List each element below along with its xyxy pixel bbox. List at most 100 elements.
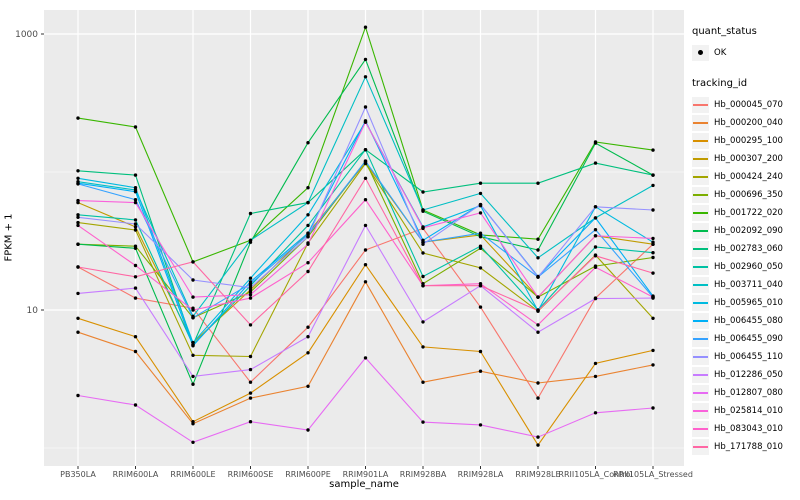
x-tick-label: RRIM600LE (170, 470, 215, 479)
data-point (76, 265, 80, 269)
x-axis-title: sample_name (329, 479, 399, 490)
legend-item-label: Hb_006455_080 (714, 315, 783, 326)
data-point (478, 369, 483, 373)
data-point (248, 380, 253, 384)
data-point (191, 278, 195, 282)
data-point (191, 344, 195, 348)
x-tick-label: RRIM600LA (113, 470, 159, 479)
data-point (421, 320, 425, 324)
x-tick-label: RRII105LA_Control (558, 470, 632, 479)
legend-tracking-title: tracking_id (692, 78, 748, 89)
y-tick-label: 10 (27, 306, 39, 316)
data-point (421, 190, 425, 194)
data-point (76, 213, 80, 217)
data-point (133, 225, 138, 229)
data-point (306, 223, 310, 228)
data-point (191, 295, 195, 299)
data-point (363, 57, 368, 62)
x-tick-label: PB350LA (60, 470, 96, 479)
x-tick-label: RRIM600SE (228, 470, 274, 479)
data-point (536, 381, 540, 385)
legend-item: Hb_171788_010 (692, 438, 798, 455)
legend-item-label: Hb_000696_350 (714, 189, 783, 200)
x-tick-label: RRIM901LA (343, 470, 389, 479)
data-point (421, 251, 425, 255)
data-point (191, 308, 195, 312)
series-color-key-icon (692, 204, 709, 221)
data-point (191, 382, 195, 386)
legend-item: Hb_002092_090 (692, 222, 798, 239)
legend-item: Hb_003711_040 (692, 276, 798, 293)
data-point (536, 323, 540, 327)
data-point (306, 261, 310, 265)
data-point (133, 263, 138, 268)
legend-item-label: Hb_006455_090 (714, 333, 783, 344)
y-tick-label: 1000 (15, 30, 38, 40)
data-point (76, 176, 80, 180)
data-point (363, 161, 368, 166)
data-point (593, 361, 598, 366)
data-point (536, 443, 540, 447)
data-point (363, 198, 368, 202)
legend-item-label: Hb_000307_200 (714, 153, 783, 164)
series-color-key-icon (692, 402, 709, 419)
legend: quant_status OK tracking_id Hb_000045_07… (692, 26, 798, 456)
data-point (593, 296, 598, 301)
data-point (651, 251, 655, 255)
legend-item-label: Hb_001722_020 (714, 207, 783, 218)
data-point (536, 330, 540, 334)
data-point (76, 220, 80, 225)
series-color-key-icon (692, 366, 709, 383)
data-point (306, 235, 310, 239)
data-point (651, 240, 655, 244)
data-point (651, 208, 655, 212)
data-point (248, 276, 253, 280)
data-point (306, 269, 310, 274)
legend-item-label: Hb_012286_050 (714, 369, 783, 380)
data-point (191, 340, 195, 345)
x-tick-label: RRIM928LA (458, 470, 504, 479)
legend-item-label: Hb_006455_110 (714, 351, 783, 362)
plot-panel (44, 10, 684, 466)
data-point (363, 280, 368, 284)
data-point (133, 349, 138, 354)
legend-item: Hb_005965_010 (692, 294, 798, 311)
legend-series-list: Hb_000045_070 Hb_000200_040 Hb_000295_100 H… (692, 96, 798, 455)
legend-item-label: Hb_002783_060 (714, 243, 783, 254)
data-point (363, 356, 368, 360)
series-color-key-icon (692, 114, 709, 131)
data-point (133, 198, 138, 202)
data-point (248, 420, 253, 424)
data-point (593, 245, 598, 249)
legend-item: Hb_000424_240 (692, 168, 798, 185)
x-tick-label: RRIM928LE (515, 470, 560, 479)
data-point (248, 290, 253, 294)
series-color-key-icon (692, 258, 709, 275)
data-point (133, 335, 138, 339)
data-point (478, 191, 483, 196)
series-color-key-icon (692, 96, 709, 113)
data-point (593, 141, 598, 145)
legend-item: Hb_000200_040 (692, 114, 798, 131)
data-point (306, 141, 310, 145)
data-point (76, 198, 80, 203)
data-point (133, 190, 138, 194)
data-point (133, 275, 138, 279)
series-color-key-icon (692, 186, 709, 203)
legend-item: Hb_025814_010 (692, 402, 798, 419)
legend-item-ok: OK (692, 44, 798, 61)
legend-item-label: Hb_000045_070 (714, 99, 783, 110)
data-point (76, 169, 80, 173)
legend-item-label: Hb_000295_100 (714, 135, 783, 146)
series-color-key-icon (692, 168, 709, 185)
legend-item: Hb_000295_100 (692, 132, 798, 149)
data-point (76, 215, 80, 219)
data-point (536, 435, 540, 439)
data-point (76, 242, 80, 246)
legend-item: Hb_006455_080 (692, 312, 798, 329)
series-color-key-icon (692, 312, 709, 329)
legend-item: Hb_083043_010 (692, 420, 798, 437)
series-color-key-icon (692, 330, 709, 347)
data-point (248, 323, 253, 327)
